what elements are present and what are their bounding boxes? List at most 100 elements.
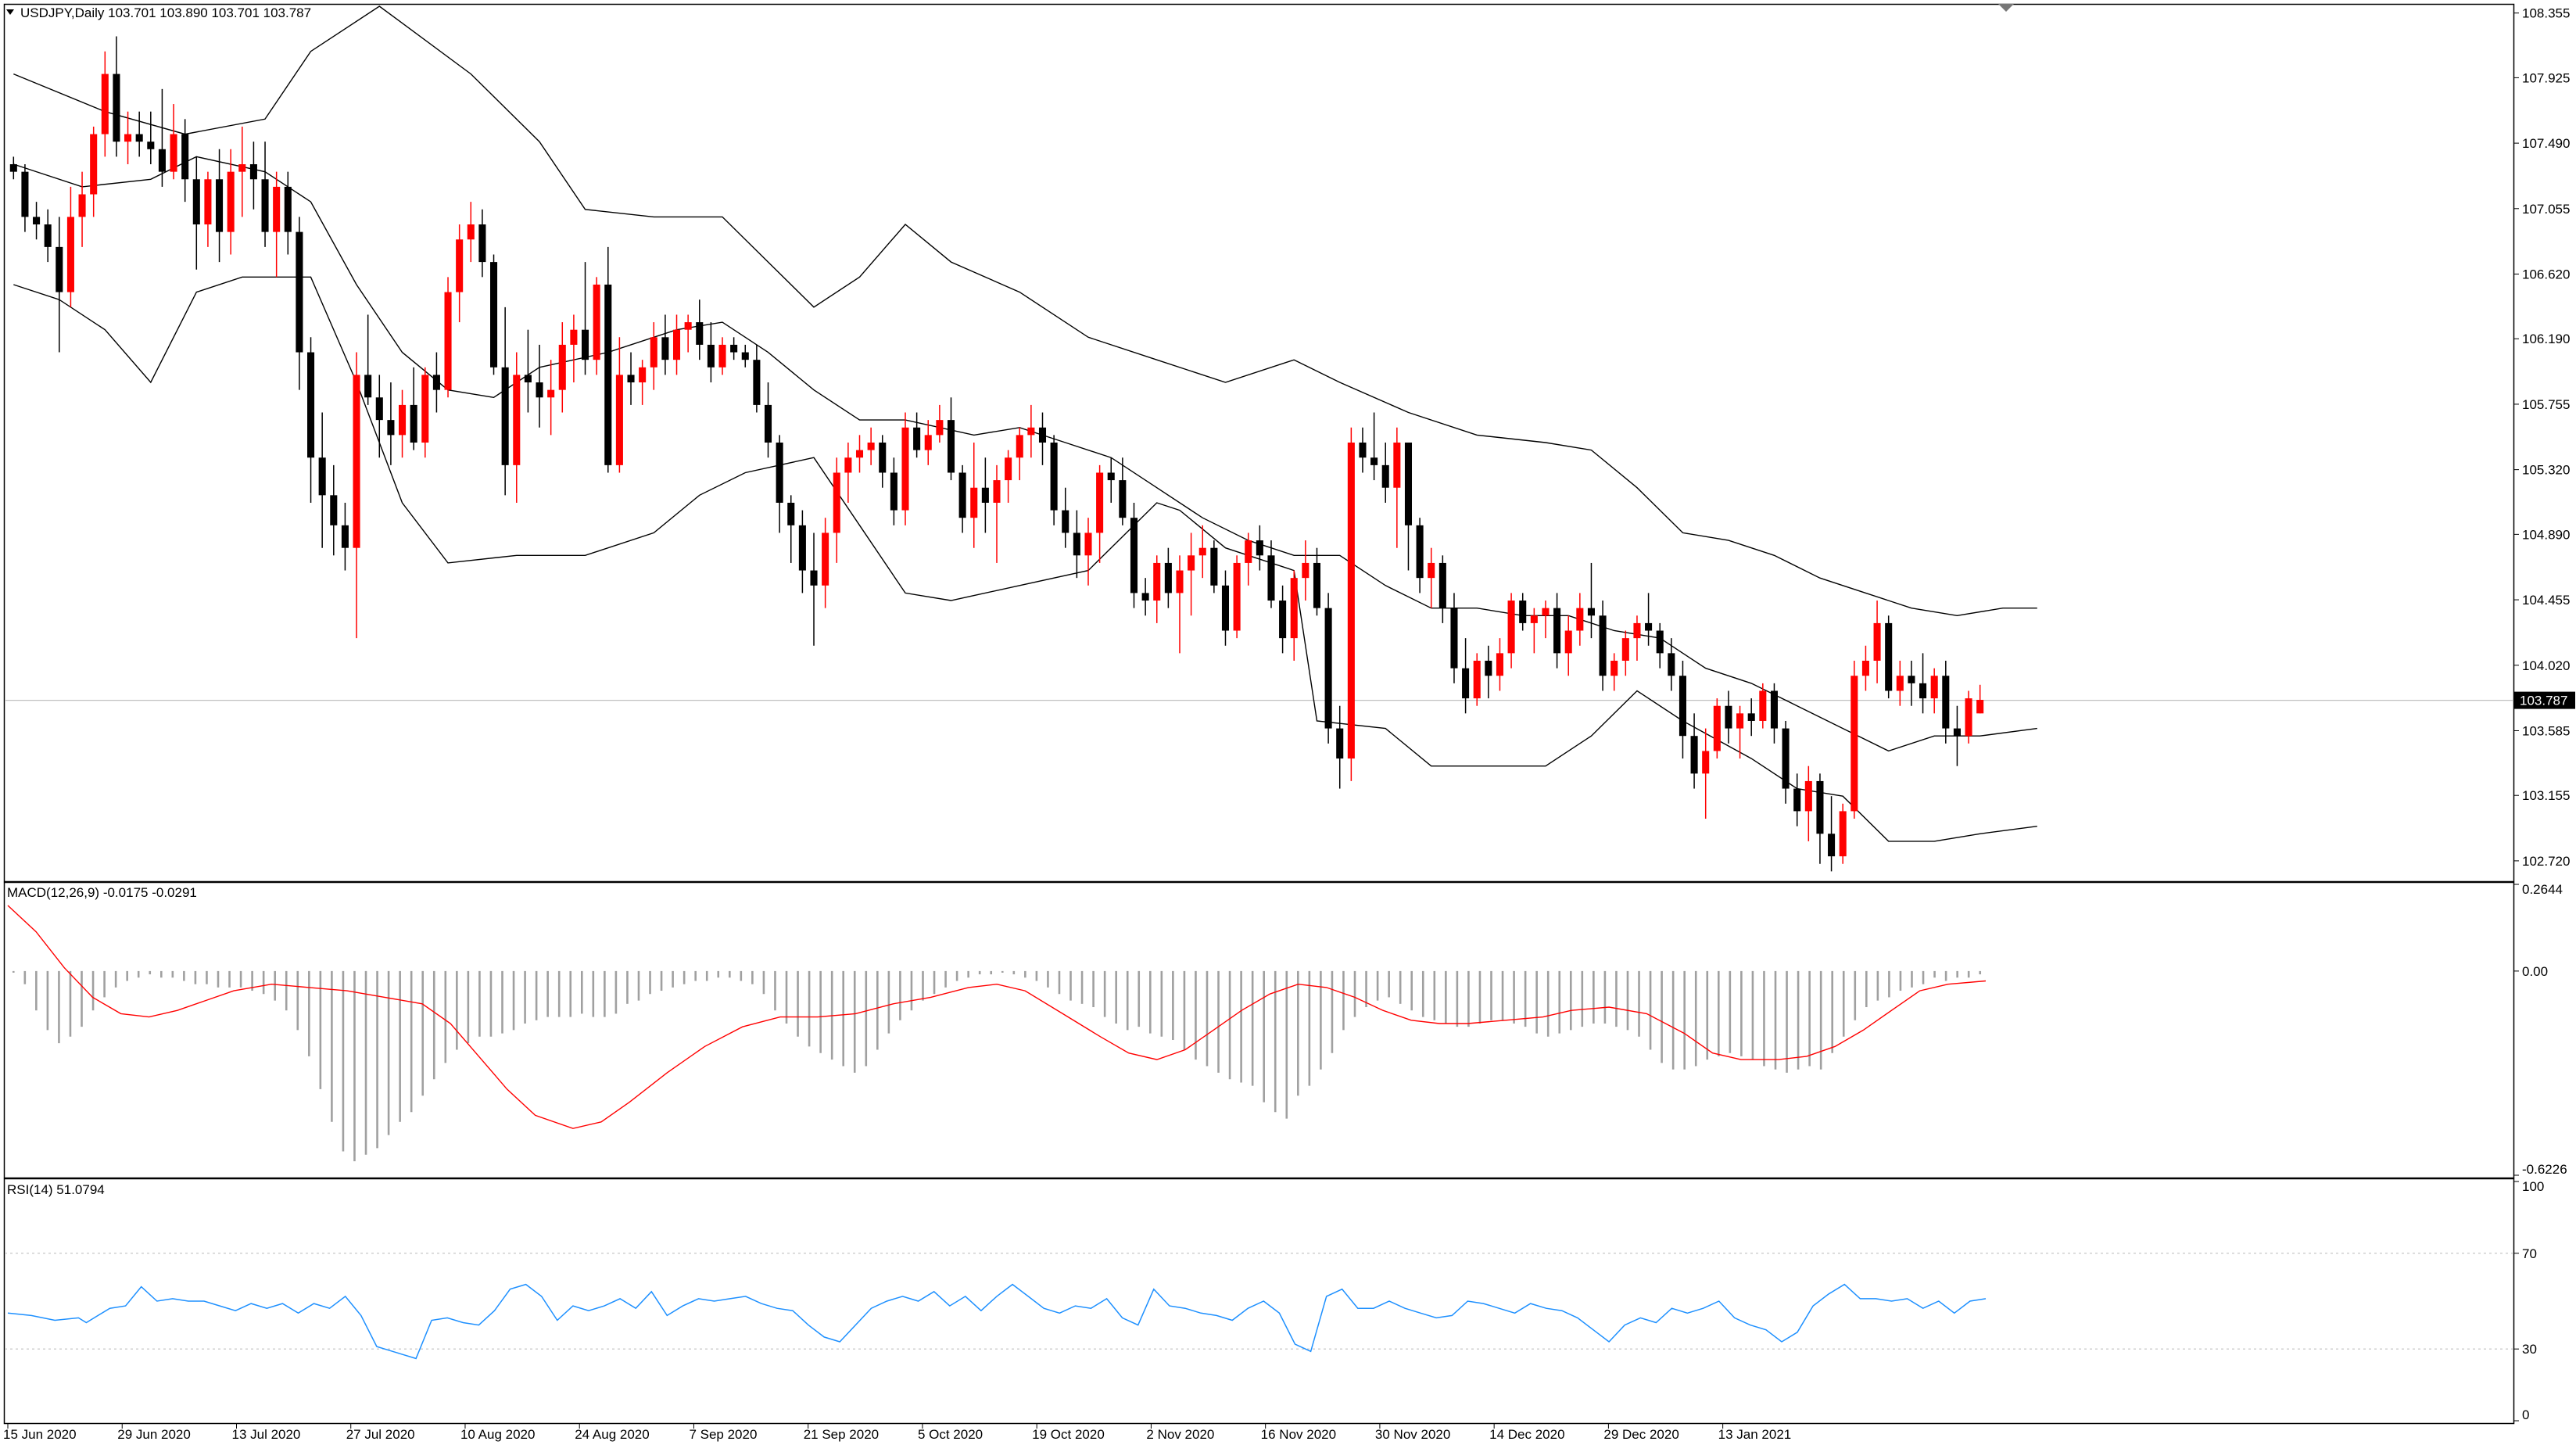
candle — [1976, 684, 1984, 714]
price-axis-label: 104.455 — [2522, 593, 2570, 608]
candle — [1930, 668, 1938, 714]
candle — [1542, 601, 1550, 639]
candle — [21, 164, 29, 232]
price-axis-label: 107.490 — [2522, 136, 2570, 151]
candle-body — [1976, 700, 1984, 714]
candle-body — [1107, 472, 1115, 481]
candle — [707, 322, 715, 383]
date-axis-label: 13 Jan 2021 — [1718, 1427, 1792, 1442]
candle-body — [1473, 661, 1481, 699]
candle-body — [707, 344, 715, 368]
candle — [192, 156, 200, 270]
candle-body — [604, 284, 612, 465]
candle — [1073, 510, 1080, 579]
axis-layer: 108.355 107.925 107.490 107.055 106.620 106.1… — [3, 6, 2575, 1442]
candle — [1267, 540, 1275, 608]
candle-body — [1770, 690, 1778, 729]
candle — [1873, 601, 1881, 683]
macd-axis-label: -0.6226 — [2522, 1162, 2567, 1177]
candle — [44, 209, 52, 263]
candle-body — [672, 329, 681, 360]
candle-body — [1450, 608, 1458, 669]
candle — [238, 126, 246, 217]
candle-body — [1645, 622, 1653, 631]
candle — [249, 142, 257, 210]
candle-body — [947, 420, 955, 473]
candle-body — [1861, 661, 1869, 676]
candle — [444, 277, 452, 398]
candle-body — [741, 352, 749, 360]
candle — [1530, 608, 1538, 654]
candle — [1233, 555, 1241, 639]
candle — [798, 510, 806, 593]
bollinger-middle-line — [13, 156, 2037, 752]
date-axis-label: 29 Dec 2020 — [1603, 1427, 1679, 1442]
candle-body — [444, 292, 452, 390]
candle-body — [1404, 443, 1413, 525]
candle-body — [1062, 510, 1069, 533]
candle — [1062, 487, 1069, 548]
candle-body — [1221, 585, 1230, 631]
candle — [1336, 705, 1344, 789]
macd-panel[interactable] — [3, 881, 2515, 1179]
candle — [1553, 593, 1561, 669]
candle — [1107, 457, 1115, 503]
rsi-panel[interactable] — [3, 1178, 2515, 1425]
candle — [1782, 720, 1790, 804]
rsi-line — [7, 1283, 1987, 1360]
candle-body — [1942, 676, 1950, 729]
chart-shift-marker[interactable] — [1998, 4, 2014, 12]
candle — [1164, 547, 1172, 608]
candle-body — [650, 337, 657, 368]
candle-body — [296, 231, 303, 353]
candle-body — [1462, 668, 1470, 699]
price-panel[interactable] — [3, 3, 2515, 883]
candle — [1496, 638, 1504, 691]
candle-body — [124, 134, 132, 142]
candle — [1038, 412, 1047, 465]
symbol-menu-icon[interactable] — [6, 9, 14, 15]
candle-body — [341, 525, 349, 548]
candle-body — [1519, 601, 1527, 623]
candle — [558, 322, 566, 413]
candle — [1633, 615, 1641, 661]
candle-body — [1188, 555, 1195, 571]
candle — [1725, 690, 1732, 744]
price-axis-label: 103.585 — [2522, 723, 2570, 738]
candle-body — [810, 570, 818, 586]
candle-body — [627, 375, 635, 383]
candle — [684, 314, 692, 353]
candle — [90, 126, 98, 217]
candle-body — [1713, 705, 1721, 751]
candle-body — [1324, 608, 1332, 729]
candle — [672, 314, 681, 375]
candle-body — [513, 375, 521, 465]
candle-body — [421, 375, 429, 443]
candle — [1599, 601, 1607, 691]
candle-body — [227, 171, 235, 232]
rsi-layer — [5, 1253, 2513, 1360]
candle — [844, 443, 852, 503]
price-axis-label: 102.720 — [2522, 854, 2570, 869]
candle-body — [718, 344, 726, 368]
candle — [33, 202, 41, 240]
candle-body — [467, 224, 475, 240]
candle-body — [581, 329, 589, 360]
candle-body — [489, 262, 498, 368]
candle — [273, 171, 281, 278]
candle-body — [410, 404, 417, 443]
candle — [1381, 443, 1389, 503]
candle — [570, 314, 578, 383]
candle-body — [1725, 705, 1732, 729]
candle — [696, 299, 704, 360]
candle — [1656, 622, 1664, 669]
candle — [524, 329, 532, 413]
candle — [536, 344, 543, 428]
macd-axis-label: 0.00 — [2522, 964, 2548, 979]
candle — [478, 209, 486, 278]
candle-body — [273, 186, 281, 232]
candle — [158, 88, 166, 187]
candle-body — [958, 472, 966, 518]
candle — [1759, 683, 1767, 729]
